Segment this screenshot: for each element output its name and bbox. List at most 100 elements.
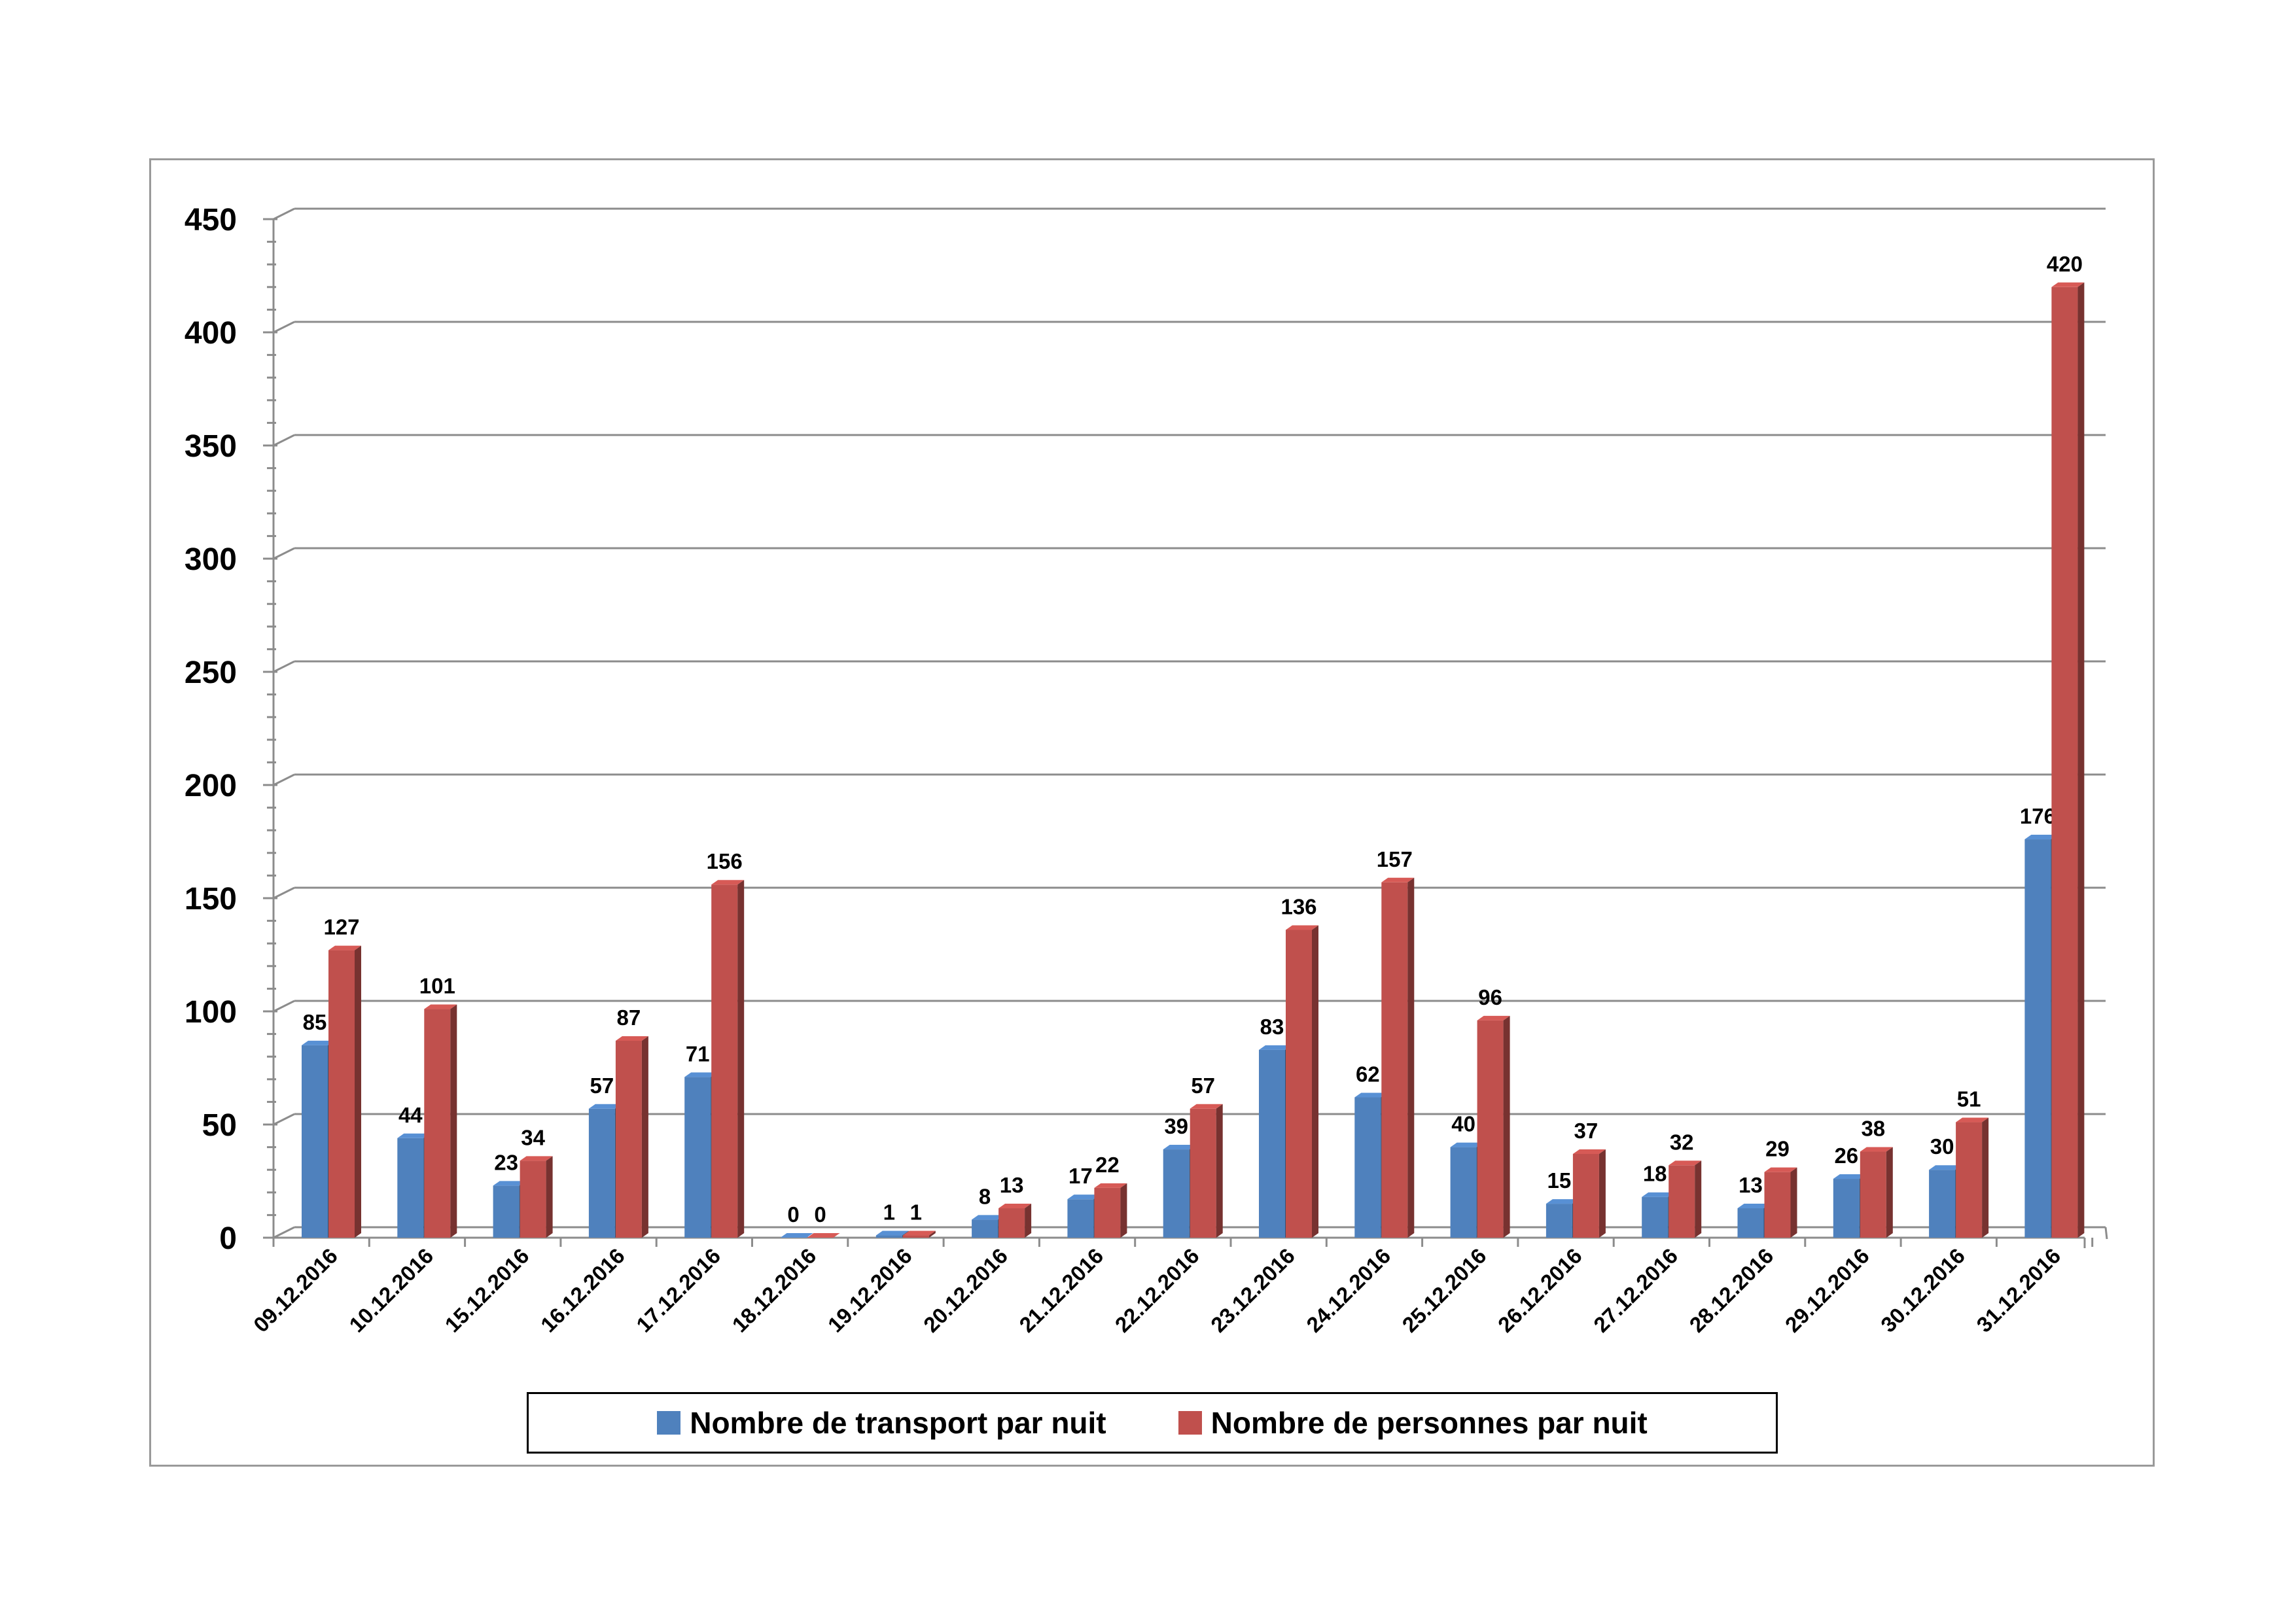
bar-side — [546, 1156, 553, 1238]
data-label: 13 — [1739, 1173, 1763, 1197]
bar-side — [1407, 877, 1415, 1238]
x-tick-label: 20.12.2016 — [919, 1244, 1012, 1337]
bar — [1286, 930, 1312, 1238]
bar — [998, 1208, 1025, 1238]
bar — [1067, 1199, 1094, 1238]
bar — [302, 1045, 328, 1238]
data-label: 87 — [617, 1005, 641, 1030]
bar — [1860, 1151, 1886, 1238]
gridline-connector — [273, 660, 295, 673]
bar-top — [1833, 1174, 1866, 1179]
bar-side — [737, 880, 745, 1238]
data-label: 22 — [1095, 1153, 1120, 1177]
legend-swatch-transport — [657, 1411, 681, 1435]
bar-top — [1094, 1183, 1127, 1188]
gridline-connector — [273, 321, 295, 334]
bar-top — [588, 1104, 622, 1109]
x-tick-label: 28.12.2016 — [1684, 1244, 1778, 1337]
x-tick-label: 24.12.2016 — [1301, 1244, 1395, 1337]
data-label: 127 — [323, 915, 359, 939]
data-label: 71 — [686, 1041, 710, 1066]
data-label: 136 — [1280, 894, 1316, 918]
data-label: 23 — [494, 1150, 518, 1174]
x-tick-label: 21.12.2016 — [1014, 1244, 1108, 1337]
bar — [2051, 287, 2078, 1238]
bar — [875, 1235, 902, 1238]
bar-top — [1572, 1149, 1606, 1154]
chart-frame — [149, 158, 2155, 1467]
x-tick-label: 18.12.2016 — [727, 1244, 821, 1337]
bar-top — [807, 1233, 840, 1238]
bar-top — [972, 1215, 1005, 1220]
data-label: 420 — [2047, 252, 2083, 276]
bar — [1833, 1179, 1860, 1238]
bar-top — [328, 945, 361, 951]
bar-side — [1120, 1183, 1127, 1238]
bar — [1259, 1049, 1285, 1238]
bar-top — [424, 1004, 457, 1009]
data-label: 37 — [1574, 1119, 1598, 1143]
bar — [1545, 1204, 1572, 1238]
x-tick-label: 23.12.2016 — [1206, 1244, 1299, 1337]
data-label: 38 — [1861, 1117, 1885, 1141]
legend-label-personnes: Nombre de personnes par nuit — [1210, 1406, 1648, 1440]
data-label: 51 — [1957, 1087, 1981, 1111]
data-label: 0 — [787, 1202, 799, 1227]
data-label: 62 — [1356, 1062, 1380, 1086]
y-tick-label: 300 — [185, 542, 237, 577]
data-label: 13 — [1000, 1173, 1024, 1197]
bar-side — [641, 1036, 648, 1238]
gridline-connector — [273, 1000, 295, 1013]
bar — [711, 884, 738, 1238]
x-tick-label: 17.12.2016 — [631, 1244, 725, 1337]
bar-top — [875, 1230, 909, 1236]
bar-top — [1477, 1015, 1510, 1021]
bar — [328, 950, 355, 1238]
bar-top — [1286, 925, 1318, 930]
bar — [424, 1009, 451, 1238]
data-label: 96 — [1478, 985, 1502, 1009]
bar-top — [1354, 1092, 1388, 1098]
gridline-connector — [273, 1113, 295, 1126]
floor-edge — [2104, 1227, 2108, 1240]
x-tick-label: 31.12.2016 — [1971, 1244, 2065, 1337]
bar — [684, 1077, 711, 1238]
bar — [1929, 1170, 1956, 1238]
bar — [1956, 1122, 1983, 1238]
data-label: 17 — [1069, 1164, 1093, 1188]
bar-top — [998, 1204, 1032, 1209]
bar-top — [711, 880, 745, 885]
bar-top — [2024, 835, 2058, 840]
gridline-connector — [273, 547, 295, 560]
bar — [2024, 839, 2051, 1238]
data-label: 1 — [883, 1200, 895, 1225]
bar — [1764, 1172, 1791, 1238]
data-label: 157 — [1377, 847, 1413, 871]
data-label: 176 — [2020, 804, 2056, 828]
bar — [972, 1219, 998, 1238]
gridline-connector — [273, 207, 295, 220]
data-label: 39 — [1164, 1114, 1188, 1138]
bar — [615, 1040, 642, 1238]
bar — [1669, 1165, 1695, 1238]
bar-top — [1067, 1195, 1101, 1200]
bar-side — [928, 1230, 936, 1238]
bar-top — [780, 1233, 813, 1238]
gridline-connector — [273, 886, 295, 899]
x-tick-label: 09.12.2016 — [249, 1244, 342, 1337]
bar-top — [1764, 1167, 1797, 1172]
bar-top — [1190, 1104, 1223, 1109]
bar-top — [1381, 877, 1415, 882]
x-tick-label: 10.12.2016 — [344, 1244, 438, 1337]
bar-side — [1503, 1015, 1510, 1238]
bar — [493, 1185, 520, 1238]
legend-item-personnes: Nombre de personnes par nuit — [1178, 1405, 1648, 1440]
bar-side — [1695, 1161, 1702, 1238]
bar-top — [1163, 1145, 1196, 1150]
bar — [902, 1235, 929, 1238]
bar-side — [1886, 1147, 1893, 1238]
y-tick-label: 50 — [202, 1108, 237, 1143]
data-label: 1 — [910, 1200, 922, 1225]
data-label: 40 — [1451, 1112, 1475, 1136]
bar — [1642, 1196, 1669, 1238]
